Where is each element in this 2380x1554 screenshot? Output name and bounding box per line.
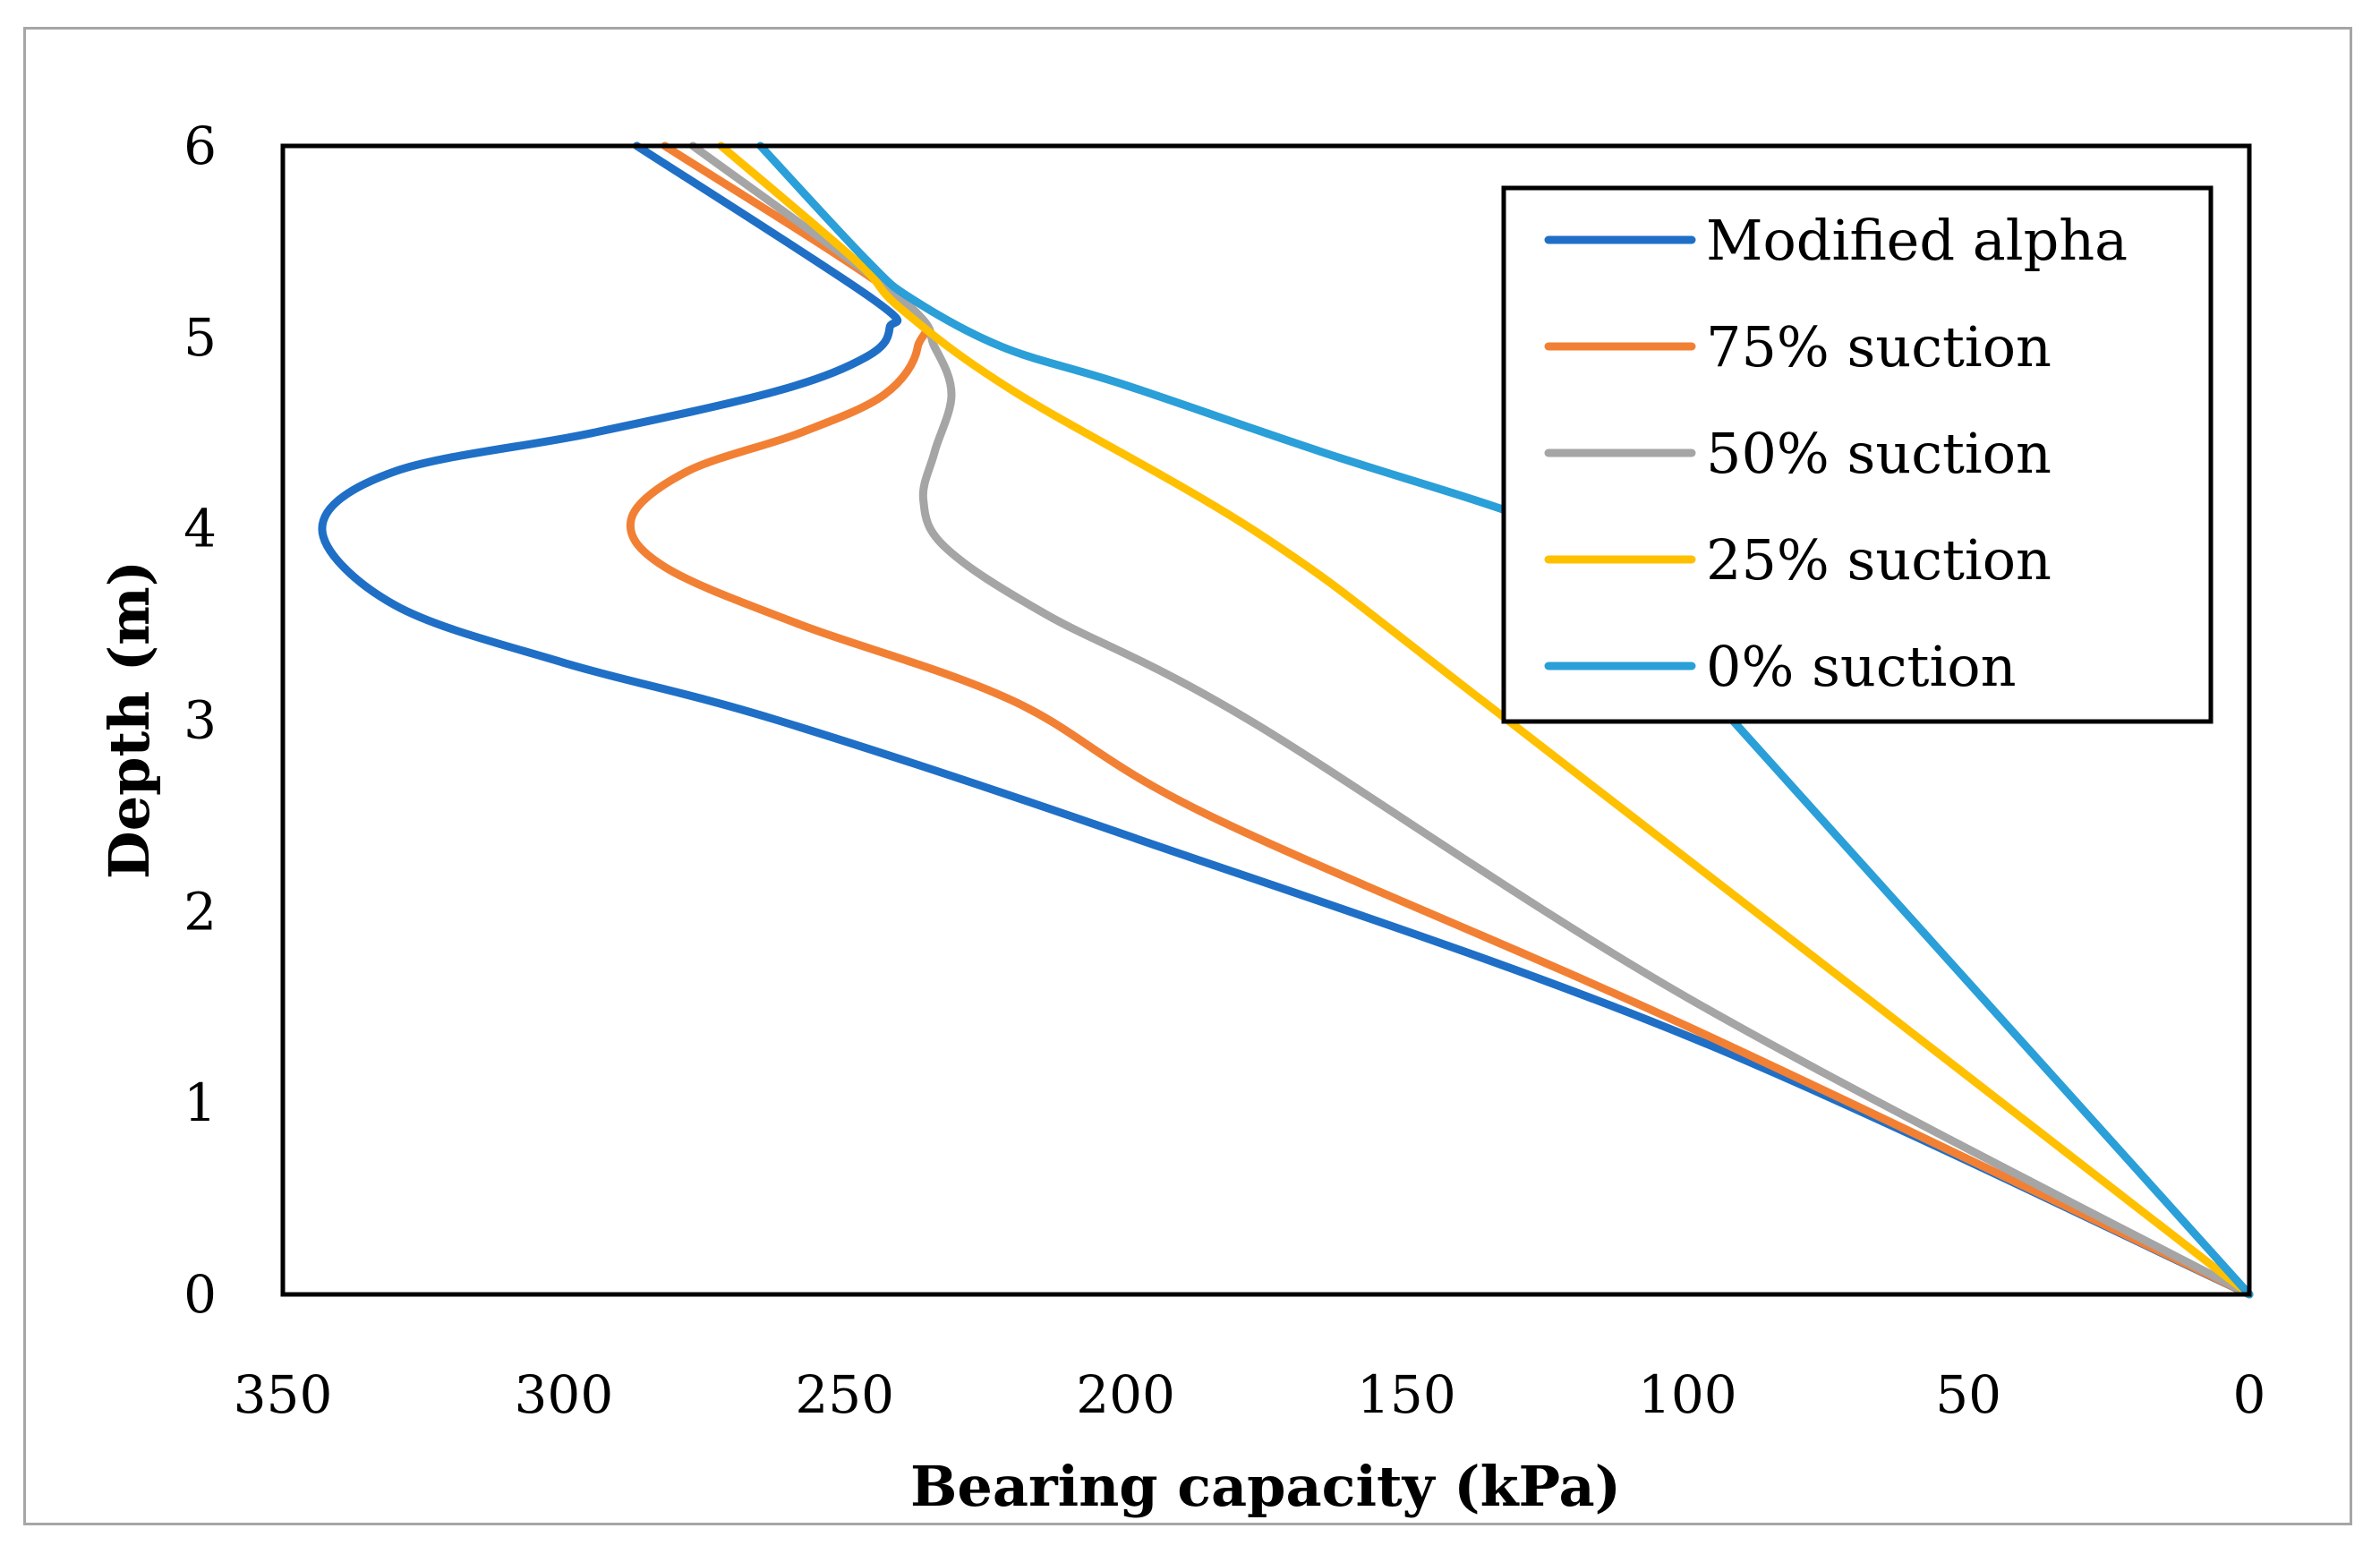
series-line-modified-alpha: [318, 141, 2254, 1299]
legend-label: 75% suction: [1706, 314, 2052, 380]
x-tick-label: 100: [1638, 1364, 1737, 1425]
x-tick-label: 200: [1076, 1364, 1175, 1425]
x-tick-label: 50: [1935, 1364, 2001, 1425]
legend-label: 0% suction: [1706, 634, 2017, 699]
y-tick-label: 0: [183, 1264, 217, 1325]
y-tick-label: 4: [183, 499, 217, 559]
plot-area-border: [280, 143, 2252, 1297]
y-tick-label: 2: [183, 881, 217, 942]
legend: Modified alpha 75% suction 50% suction 25% …: [1501, 185, 2214, 724]
legend-label: 50% suction: [1706, 421, 2052, 486]
legend-item: 0% suction: [1544, 634, 2017, 699]
y-tick-label: 1: [183, 1072, 217, 1133]
series-line-25-suction: [717, 141, 2254, 1299]
x-tick-label: 150: [1357, 1364, 1456, 1425]
legend-item: 25% suction: [1544, 527, 2052, 593]
x-tick-label: 250: [795, 1364, 894, 1425]
y-tick-label: 6: [183, 115, 217, 176]
x-tick-label: 300: [515, 1364, 614, 1425]
legend-item: 75% suction: [1544, 314, 2052, 380]
series-line-75-suction: [626, 141, 2254, 1299]
legend-item: Modified alpha: [1544, 208, 2128, 273]
y-tick-label: 3: [183, 690, 217, 751]
legend-label: 25% suction: [1706, 527, 2052, 593]
y-axis-title: Depth (m): [97, 560, 162, 879]
legend-label: Modified alpha: [1706, 208, 2128, 273]
x-tick-label: 0: [2233, 1364, 2266, 1425]
y-tick-label: 5: [183, 307, 217, 368]
legend-item: 50% suction: [1544, 421, 2052, 486]
x-axis-title: Bearing capacity (kPa): [910, 1454, 1621, 1519]
x-tick-label: 350: [234, 1364, 333, 1425]
